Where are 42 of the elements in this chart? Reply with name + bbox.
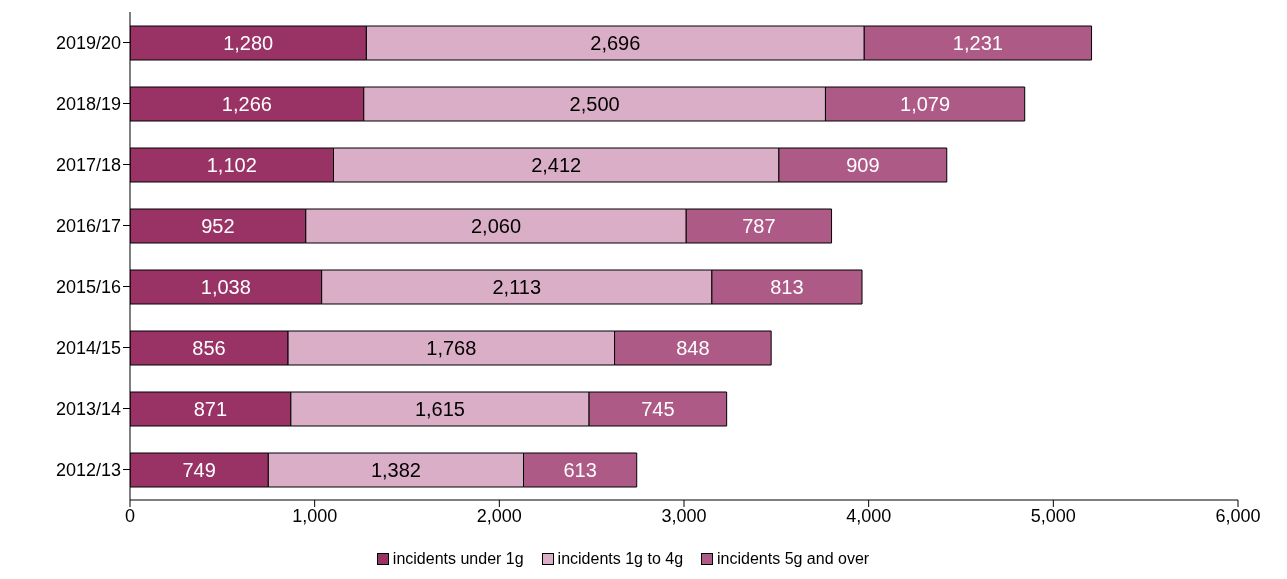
x-tick-label: 3,000 — [661, 505, 707, 526]
data-label: 2,060 — [470, 215, 522, 238]
data-label: 787 — [742, 215, 776, 238]
y-tick-label: 2019/20 — [55, 32, 121, 53]
data-label: 1,382 — [370, 459, 421, 482]
data-label: 909 — [846, 154, 880, 177]
data-label: 1,079 — [900, 93, 951, 116]
x-tick-label: 6,000 — [1215, 505, 1261, 526]
x-tick-label: 1,000 — [292, 505, 338, 526]
data-label: 2,696 — [590, 32, 641, 55]
y-tick-label: 2014/15 — [55, 337, 121, 358]
y-tick-label: 2017/18 — [55, 154, 121, 175]
y-tick-label: 2015/16 — [55, 276, 121, 297]
data-label: 2,113 — [492, 276, 542, 299]
y-tick-label: 2018/19 — [55, 93, 121, 114]
data-label: 749 — [182, 459, 216, 482]
data-label: 1,615 — [414, 398, 465, 421]
data-label: 1,231 — [952, 32, 1003, 55]
legend-label: incidents under 1g — [392, 550, 524, 568]
data-label: 745 — [641, 398, 675, 421]
legend-label: incidents 5g and over — [717, 550, 870, 568]
data-label: 2,500 — [569, 93, 620, 116]
data-label: 613 — [563, 459, 597, 482]
data-label: 1,266 — [221, 93, 272, 116]
x-tick-label: 4,000 — [846, 505, 892, 526]
y-tick-label: 2013/14 — [55, 398, 121, 419]
data-label: 871 — [193, 398, 228, 421]
x-tick-label: 5,000 — [1030, 505, 1076, 526]
data-label: 2,412 — [531, 154, 582, 177]
y-tick-label: 2012/13 — [55, 459, 121, 480]
data-label: 1,280 — [223, 32, 274, 55]
x-tick-label: 2,000 — [476, 505, 522, 526]
data-label: 952 — [201, 215, 235, 238]
data-label: 813 — [770, 276, 804, 299]
data-label: 1,038 — [200, 276, 251, 299]
legend-label: incidents 1g to 4g — [557, 550, 684, 568]
y-tick-label: 2016/17 — [55, 215, 121, 236]
data-label: 1,102 — [206, 154, 257, 177]
data-label: 848 — [676, 337, 710, 360]
data-label: 856 — [192, 337, 226, 360]
x-tick-label: 0 — [124, 505, 136, 526]
data-label: 1,768 — [426, 337, 477, 360]
